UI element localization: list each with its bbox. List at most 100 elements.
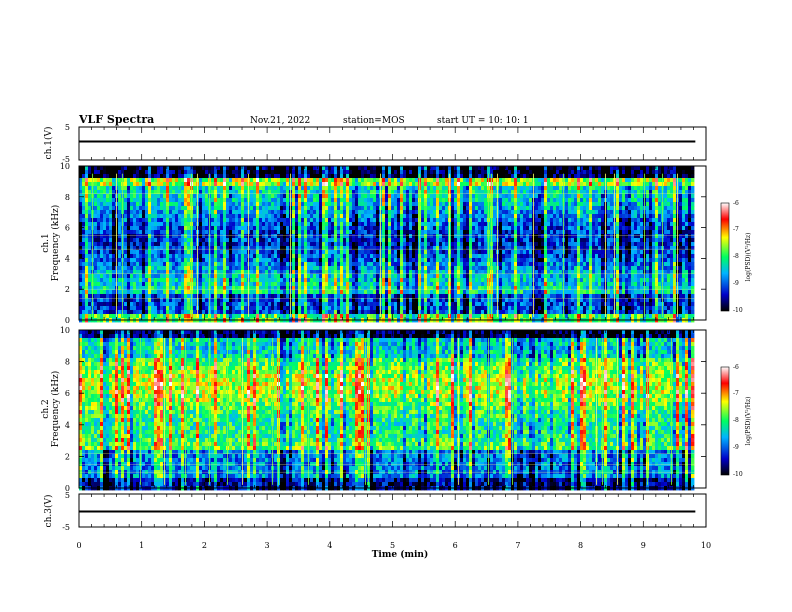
spectrogram-cell <box>106 306 110 311</box>
spectrogram-cell <box>142 270 146 275</box>
spectrogram-cell <box>355 174 359 179</box>
spectrogram-cell <box>397 194 401 199</box>
spectrogram-cell <box>220 234 224 239</box>
spectrogram-cell <box>340 254 344 259</box>
spectrogram-cell <box>301 310 305 315</box>
spectrogram-cell <box>343 294 347 299</box>
spectrogram-cell <box>232 286 236 291</box>
spectrogram-cell <box>361 242 365 247</box>
spectrogram-cell <box>205 302 209 307</box>
spectrogram-cell <box>214 210 218 215</box>
spectrogram-cell <box>454 250 458 255</box>
spectrogram-cell <box>307 178 311 183</box>
spectrogram-cell <box>160 242 164 247</box>
spectrogram-cell <box>295 238 299 243</box>
spectrogram-cell <box>124 250 128 255</box>
spectrogram-cell <box>436 254 440 259</box>
spectrogram-cell <box>343 286 347 291</box>
spectrogram-cell <box>352 230 356 235</box>
spectrogram-cell <box>235 290 239 295</box>
spectrogram-cell <box>325 234 329 239</box>
spectrogram-cell <box>157 262 161 267</box>
spectrogram-cell <box>331 202 335 207</box>
spectrogram-cell <box>376 218 380 223</box>
spectrogram-cell <box>157 290 161 295</box>
spectrogram-cell <box>142 218 146 223</box>
spectrogram-cell <box>265 186 269 191</box>
spectrogram-cell <box>352 190 356 195</box>
spectrogram-cell <box>178 230 182 235</box>
spectrogram-cell <box>409 166 413 171</box>
spectrogram-cell <box>193 190 197 195</box>
spectrogram-cell <box>250 274 254 279</box>
spectrogram-cell <box>388 234 392 239</box>
spectrogram-cell <box>337 246 341 251</box>
spectrogram-cell <box>163 314 167 319</box>
spectrogram-cell <box>271 230 275 235</box>
spectrogram-cell <box>259 298 263 303</box>
spectrogram-cell <box>184 290 188 295</box>
spectrogram-cell <box>322 210 326 215</box>
spectrogram-cell <box>361 210 365 215</box>
spectrogram-cell <box>331 290 335 295</box>
spectrogram-cell <box>166 266 170 271</box>
spectrogram-cell <box>424 270 428 275</box>
spectrogram-cell <box>181 266 185 271</box>
spectrogram-cell <box>97 178 101 183</box>
spectrogram-cell <box>280 230 284 235</box>
spectrogram-cell <box>103 250 107 255</box>
spectrogram-cell <box>301 202 305 207</box>
spectrogram-cell <box>169 306 173 311</box>
spectrogram-cell <box>421 222 425 227</box>
spectrogram-cell <box>439 214 443 219</box>
spectrogram-cell <box>361 258 365 263</box>
spectrogram-cell <box>277 246 281 251</box>
spectrogram-cell <box>325 270 329 275</box>
spectrogram-cell <box>79 262 83 267</box>
spectrogram-cell <box>367 170 371 175</box>
spectrogram-cell <box>403 210 407 215</box>
spectrogram-cell <box>169 222 173 227</box>
spectrogram-cell <box>268 314 272 319</box>
spectrogram-cell <box>400 238 404 243</box>
spectrogram-cell <box>79 222 83 227</box>
spectrogram-cell <box>334 262 338 267</box>
spectrogram-cell <box>325 206 329 211</box>
spectrogram-cell <box>397 202 401 207</box>
spectrogram-cell <box>85 314 89 319</box>
spectrogram-streak <box>380 173 381 317</box>
spectrogram-cell <box>412 194 416 199</box>
spectrogram-cell <box>238 250 242 255</box>
spectrogram-cell <box>100 246 104 251</box>
spectrogram-cell <box>259 234 263 239</box>
spectrogram-cell <box>226 214 230 219</box>
spectrogram-cell <box>205 238 209 243</box>
spectrogram-cell <box>412 234 416 239</box>
spectrogram-cell <box>202 278 206 283</box>
spectrogram-cell <box>310 230 314 235</box>
spectrogram-cell <box>343 254 347 259</box>
spectrogram-cell <box>382 242 386 247</box>
spectrogram-cell <box>250 214 254 219</box>
spectrogram-cell <box>220 282 224 287</box>
spectrogram-cell <box>184 242 188 247</box>
spectrogram-cell <box>334 246 338 251</box>
spectrogram-cell <box>451 194 455 199</box>
spectrogram-cell <box>355 302 359 307</box>
spectrogram-cell <box>394 294 398 299</box>
spectrogram-cell <box>382 238 386 243</box>
spectrogram-cell <box>127 274 131 279</box>
spectrogram-cell <box>397 222 401 227</box>
spectrogram-cell <box>253 230 257 235</box>
spectrogram-cell <box>322 310 326 315</box>
spectrogram-cell <box>208 166 212 171</box>
spectrogram-cell <box>136 166 140 171</box>
spectrogram-cell <box>127 242 131 247</box>
spectrogram-cell <box>292 238 296 243</box>
spectrogram-cell <box>457 258 461 263</box>
spectrogram-cell <box>259 278 263 283</box>
spectrogram-cell <box>118 186 122 191</box>
spectrogram-cell <box>142 310 146 315</box>
spectrogram-cell <box>349 274 353 279</box>
spectrogram-cell <box>157 186 161 191</box>
